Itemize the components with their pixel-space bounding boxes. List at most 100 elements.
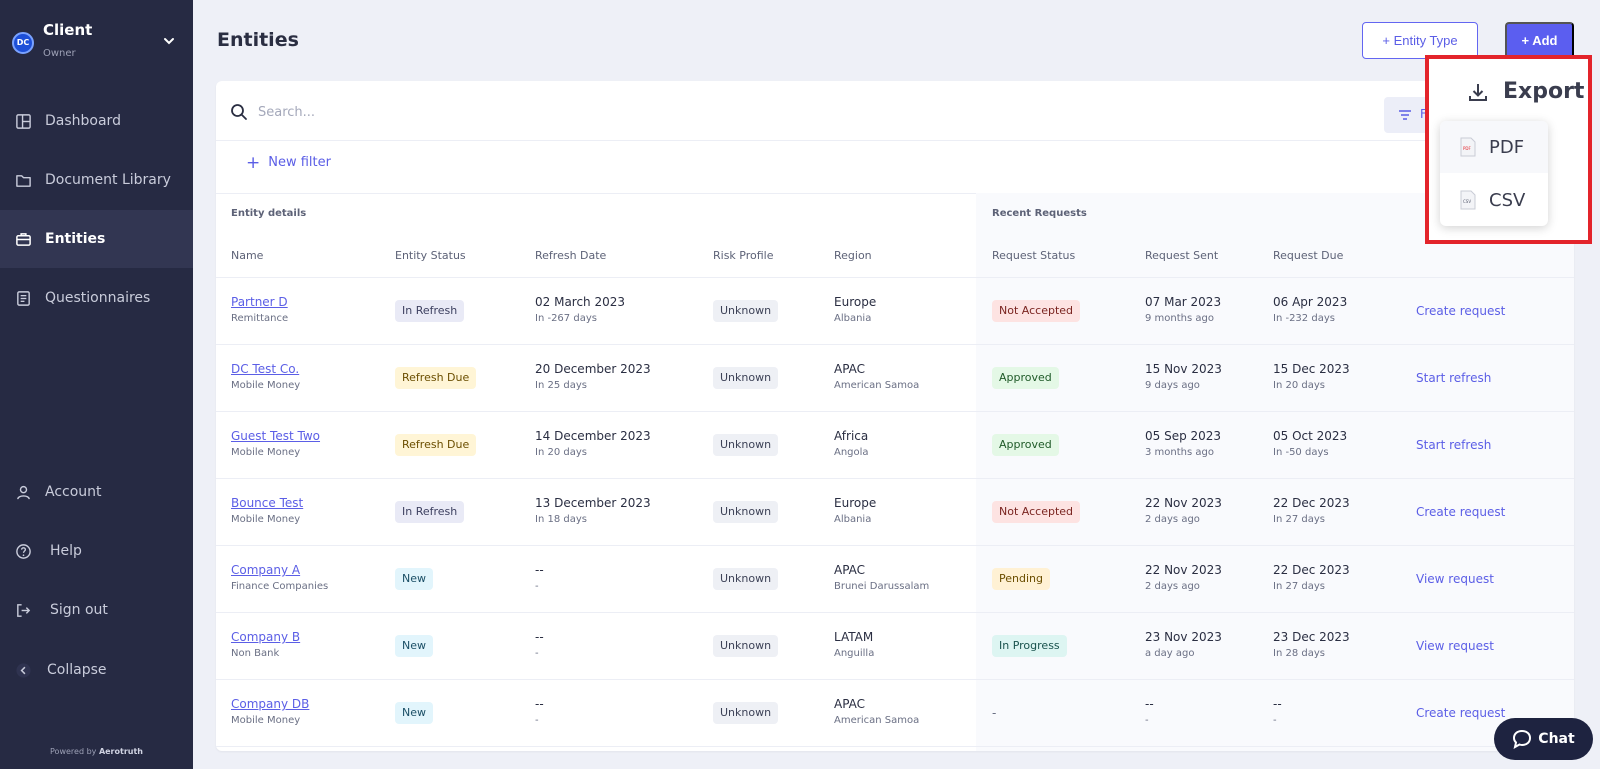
entity-type: Mobile Money bbox=[231, 715, 301, 726]
refresh-date: -- bbox=[535, 563, 544, 577]
export-button[interactable]: Export bbox=[1467, 79, 1584, 104]
sidebar-item-label: Questionnaires bbox=[45, 290, 151, 306]
row-action-link[interactable]: Create request bbox=[1416, 706, 1506, 720]
country: American Samoa bbox=[834, 380, 920, 391]
region: APAC bbox=[834, 697, 866, 711]
request-due: 23 Dec 2023 bbox=[1273, 630, 1350, 644]
entity-name-cell: Bounce Test Mobile Money bbox=[231, 496, 303, 525]
refresh-date: 02 March 2023 bbox=[535, 295, 626, 309]
request-due-cell: 06 Apr 2023 In -232 days bbox=[1273, 295, 1347, 324]
request-due-relative: In 27 days bbox=[1273, 581, 1325, 592]
row-action-link[interactable]: Start refresh bbox=[1416, 371, 1492, 385]
table-row: Company B Non Bank New -- - Unknown LATAM Angui… bbox=[216, 613, 1574, 680]
request-due-relative: - bbox=[1273, 715, 1277, 726]
request-sent: 15 Nov 2023 bbox=[1145, 362, 1222, 376]
region: LATAM bbox=[834, 630, 874, 644]
sidebar-item-document-library[interactable]: Document Library bbox=[0, 151, 193, 209]
request-status-badge: In Progress bbox=[992, 635, 1067, 657]
row-action-link[interactable]: Start refresh bbox=[1416, 438, 1492, 452]
entity-name-link[interactable]: Guest Test Two bbox=[231, 429, 321, 443]
help-icon bbox=[16, 543, 31, 559]
org-logo: DC bbox=[12, 32, 34, 54]
export-csv-label: CSV bbox=[1489, 189, 1526, 211]
region-cell: APAC American Samoa bbox=[834, 697, 919, 726]
search-icon bbox=[231, 104, 247, 120]
entity-name-cell: Guest Test Two Mobile Money bbox=[231, 429, 320, 458]
refresh-date-cell: 20 December 2023 In 25 days bbox=[535, 362, 651, 391]
sidebar-item-entities[interactable]: Entities bbox=[0, 210, 193, 268]
pdf-file-tag: PDF bbox=[1463, 146, 1471, 151]
org-switcher[interactable]: DC Client Owner bbox=[10, 18, 185, 66]
region-cell: Europe Albania bbox=[834, 496, 876, 525]
request-due-relative: In -232 days bbox=[1273, 313, 1335, 324]
request-due-cell: 22 Dec 2023 In 27 days bbox=[1273, 563, 1350, 592]
refresh-date: 20 December 2023 bbox=[535, 362, 651, 376]
country: American Samoa bbox=[834, 715, 920, 726]
refresh-relative: - bbox=[535, 715, 539, 726]
refresh-date-cell: -- - bbox=[535, 697, 544, 726]
column-header-name[interactable]: Name bbox=[231, 249, 264, 262]
risk-profile-badge: Unknown bbox=[713, 367, 779, 389]
region: Europe bbox=[834, 295, 877, 309]
request-due-cell: 05 Oct 2023 In -50 days bbox=[1273, 429, 1347, 458]
sidebar-item-help[interactable]: Help bbox=[0, 522, 193, 580]
column-header-region[interactable]: Region bbox=[834, 249, 872, 262]
entity-status-badge: New bbox=[395, 635, 433, 657]
add-button[interactable]: + Add bbox=[1505, 22, 1574, 59]
table-row: Company DB Mobile Money New -- - Unknown APAC A… bbox=[216, 680, 1574, 747]
chevron-left-icon bbox=[16, 662, 31, 678]
sidebar-item-sign-out[interactable]: Sign out bbox=[0, 581, 193, 639]
entity-status-badge: New bbox=[395, 568, 433, 590]
request-sent-cell: 23 Nov 2023 a day ago bbox=[1145, 630, 1222, 659]
entity-type: Non Bank bbox=[231, 648, 280, 659]
new-filter-button[interactable]: + New filter bbox=[246, 154, 331, 171]
request-sent-cell: 07 Mar 2023 9 months ago bbox=[1145, 295, 1221, 324]
region: Europe bbox=[834, 496, 877, 510]
row-action-link[interactable]: Create request bbox=[1416, 505, 1506, 519]
row-action-link[interactable]: Create request bbox=[1416, 304, 1506, 318]
sidebar-item-questionnaires[interactable]: Questionnaires bbox=[0, 269, 193, 327]
powered-prefix: Powered by bbox=[50, 747, 97, 756]
request-due-relative: In 27 days bbox=[1273, 514, 1325, 525]
request-sent-relative: 9 months ago bbox=[1145, 313, 1214, 324]
request-status-badge: Pending bbox=[992, 568, 1050, 590]
chat-button[interactable]: Chat bbox=[1494, 718, 1593, 760]
entity-type: Mobile Money bbox=[231, 447, 301, 458]
request-due: 05 Oct 2023 bbox=[1273, 429, 1348, 443]
sidebar-item-account[interactable]: Account bbox=[0, 463, 193, 521]
column-header-risk-profile[interactable]: Risk Profile bbox=[713, 249, 774, 262]
request-sent-cell: -- - bbox=[1145, 697, 1154, 726]
row-action-link[interactable]: View request bbox=[1416, 572, 1494, 586]
request-due-cell: 15 Dec 2023 In 20 days bbox=[1273, 362, 1350, 391]
export-csv-option[interactable]: CSV CSV bbox=[1440, 174, 1548, 226]
entity-name-link[interactable]: Company DB bbox=[231, 697, 310, 711]
entity-name-link[interactable]: Bounce Test bbox=[231, 496, 304, 510]
sidebar-item-dashboard[interactable]: Dashboard bbox=[0, 92, 193, 150]
request-sent-relative: 9 days ago bbox=[1145, 380, 1200, 391]
entity-type-button[interactable]: + Entity Type bbox=[1362, 22, 1478, 59]
request-sent: 05 Sep 2023 bbox=[1145, 429, 1222, 443]
column-header-request-status[interactable]: Request Status bbox=[992, 249, 1076, 262]
request-due-cell: 23 Dec 2023 In 28 days bbox=[1273, 630, 1350, 659]
search-input[interactable] bbox=[258, 98, 758, 126]
sidebar-item-label: Dashboard bbox=[45, 113, 121, 129]
column-header-request-sent[interactable]: Request Sent bbox=[1145, 249, 1219, 262]
row-action-link[interactable]: View request bbox=[1416, 639, 1494, 653]
request-status-empty: - bbox=[992, 706, 997, 720]
filter-icon bbox=[1399, 110, 1411, 120]
csv-file-icon: CSV bbox=[1460, 190, 1476, 210]
download-icon bbox=[1469, 83, 1487, 101]
entity-status-badge: In Refresh bbox=[395, 300, 465, 322]
entity-name-link[interactable]: Partner D bbox=[231, 295, 288, 309]
region: Africa bbox=[834, 429, 869, 443]
column-header-entity-status[interactable]: Entity Status bbox=[395, 249, 466, 262]
request-due-relative: In 20 days bbox=[1273, 380, 1325, 391]
column-header-refresh-date[interactable]: Refresh Date bbox=[535, 249, 607, 262]
export-pdf-option[interactable]: PDF PDF bbox=[1440, 121, 1548, 173]
request-status-badge: Approved bbox=[992, 367, 1059, 389]
column-header-request-due[interactable]: Request Due bbox=[1273, 249, 1344, 262]
sidebar-item-collapse[interactable]: Collapse bbox=[0, 641, 193, 699]
entity-name-link[interactable]: Company A bbox=[231, 563, 301, 577]
entity-name-link[interactable]: DC Test Co. bbox=[231, 362, 300, 376]
entity-name-link[interactable]: Company B bbox=[231, 630, 301, 644]
